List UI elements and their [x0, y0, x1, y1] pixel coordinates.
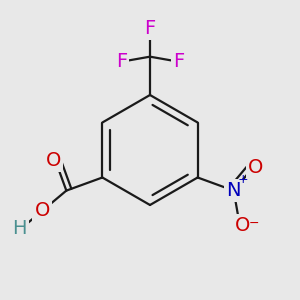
Text: F: F: [144, 19, 156, 38]
Text: O: O: [34, 202, 50, 220]
Text: F: F: [116, 52, 127, 71]
Text: +: +: [238, 173, 248, 186]
Text: O: O: [248, 158, 263, 177]
Text: O: O: [235, 216, 250, 235]
Text: H: H: [13, 219, 27, 238]
Text: F: F: [173, 52, 184, 71]
Text: N: N: [226, 181, 241, 200]
Text: O: O: [46, 152, 62, 170]
Text: −: −: [248, 217, 259, 230]
